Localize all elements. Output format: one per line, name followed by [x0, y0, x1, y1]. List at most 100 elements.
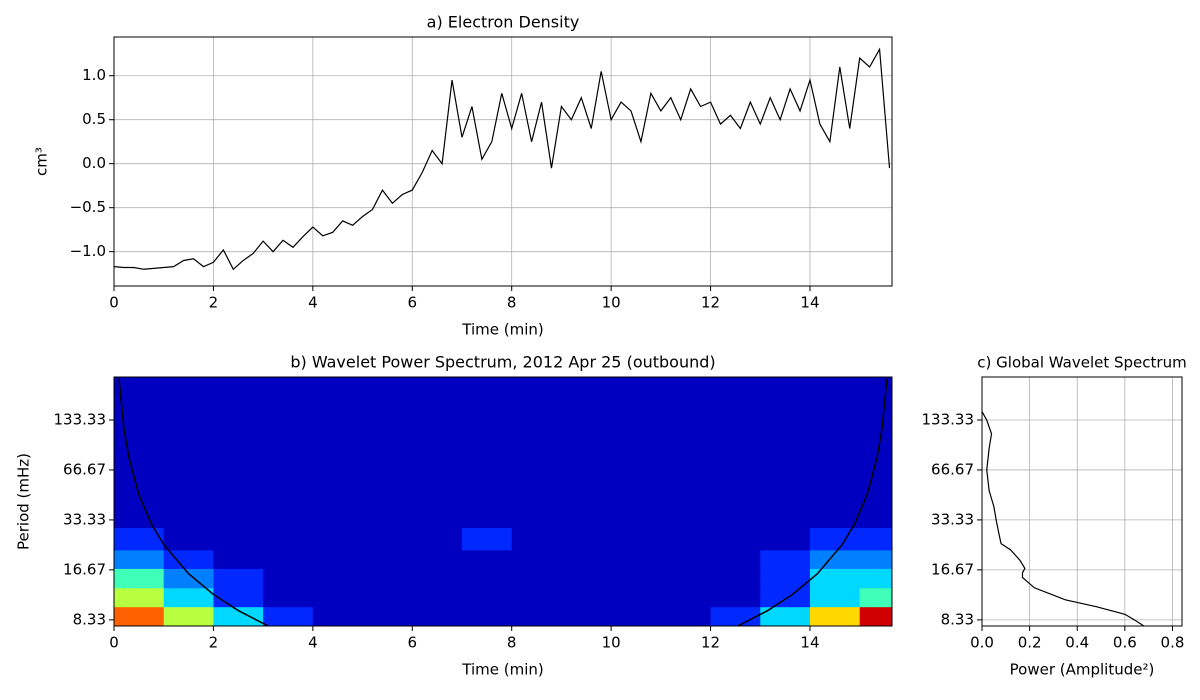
heat-cell	[312, 549, 364, 569]
heat-cell	[660, 587, 712, 608]
heat-cell	[362, 527, 413, 551]
heat-cell	[114, 587, 165, 608]
x-tick-label: 10	[602, 634, 621, 652]
heat-cell	[312, 377, 364, 528]
y-tick-label: 8.33	[941, 610, 974, 628]
y-tick-label: 0.0	[82, 154, 106, 172]
heat-cell	[312, 527, 364, 551]
y-tick-label: 16.67	[63, 560, 106, 578]
heat-cell	[660, 606, 712, 626]
x-tick-label: 0.8	[1161, 634, 1185, 652]
x-tick-label: 0.6	[1113, 634, 1137, 652]
heat-cell	[710, 527, 761, 551]
y-tick-label: 0.5	[82, 110, 106, 128]
heat-cell	[213, 568, 264, 589]
heat-cell	[760, 587, 811, 608]
heat-cell	[163, 568, 214, 589]
heat-cell	[312, 568, 364, 589]
heat-cell	[412, 587, 463, 608]
plot-area	[982, 377, 1182, 626]
y-axis-label: Period (mHz)	[15, 453, 33, 550]
heat-cell	[859, 568, 892, 589]
heat-cell	[710, 606, 761, 626]
axes-frame	[113, 36, 893, 287]
heat-cell	[760, 568, 811, 589]
heat-cell	[561, 606, 612, 626]
x-tick-label: 0	[109, 294, 119, 312]
x-tick-label: 12	[701, 294, 720, 312]
x-tick-label: 8	[507, 294, 517, 312]
heat-cell	[611, 587, 662, 608]
heat-cell	[660, 377, 712, 528]
x-tick-label: 14	[800, 294, 819, 312]
x-tick-label: 2	[209, 634, 219, 652]
y-tick-label: −0.5	[70, 198, 106, 216]
heat-cell	[611, 549, 662, 569]
x-tick-label: 0.2	[1018, 634, 1042, 652]
y-tick-label: 16.67	[931, 560, 974, 578]
data-line	[982, 411, 1145, 626]
heat-cell	[263, 377, 314, 528]
heat-cell	[561, 568, 612, 589]
x-tick-label: 12	[701, 634, 720, 652]
heat-cell	[362, 377, 413, 528]
heat-cell	[213, 527, 264, 551]
heat-cell	[511, 549, 562, 569]
heat-cell	[660, 527, 712, 551]
heat-cell	[561, 527, 612, 551]
chart-title: a) Electron Density	[427, 13, 580, 32]
heat-cell	[312, 587, 364, 608]
heat-cell	[710, 568, 761, 589]
heat-cell	[760, 549, 811, 569]
heat-cell	[362, 549, 413, 569]
heat-cell	[561, 587, 612, 608]
heat-cell	[461, 568, 513, 589]
heat-cell	[511, 527, 562, 551]
y-tick-label: 66.67	[63, 460, 106, 478]
heat-cell	[312, 606, 364, 626]
heat-cell	[263, 606, 314, 626]
x-axis-label: Time (min)	[461, 661, 543, 679]
axes-frame	[113, 376, 893, 627]
heat-cell	[114, 568, 165, 589]
heat-cell	[809, 377, 861, 528]
heat-cell	[163, 549, 214, 569]
heat-cell	[561, 549, 612, 569]
heat-cell	[760, 527, 811, 551]
heat-cell	[859, 527, 892, 551]
heat-cell	[859, 606, 892, 626]
heat-cell	[611, 377, 662, 528]
heat-cell	[660, 549, 712, 569]
heat-cell	[809, 549, 861, 569]
heat-cell	[114, 527, 165, 551]
heat-cell	[412, 527, 463, 551]
heat-cell	[511, 377, 562, 528]
heat-cell	[412, 549, 463, 569]
heat-cell	[859, 587, 892, 608]
heat-cell	[859, 377, 892, 528]
axes-frame	[981, 376, 1183, 627]
x-tick-label: 6	[408, 634, 418, 652]
heat-cell	[511, 606, 562, 626]
heat-cell	[511, 568, 562, 589]
x-tick-label: 4	[308, 634, 318, 652]
heat-cell	[611, 606, 662, 626]
x-tick-label: 10	[602, 294, 621, 312]
heat-cell	[114, 606, 165, 626]
heat-cell	[461, 549, 513, 569]
heat-cell	[263, 527, 314, 551]
heat-cell	[511, 587, 562, 608]
heat-cell	[412, 568, 463, 589]
cone-of-influence	[118, 378, 888, 626]
y-tick-label: 133.33	[922, 410, 975, 428]
heat-cell	[710, 587, 761, 608]
heat-cell	[114, 549, 165, 569]
x-tick-label: 8	[507, 634, 517, 652]
x-tick-label: 0.0	[970, 634, 994, 652]
heat-cell	[461, 606, 513, 626]
x-tick-label: 0.4	[1065, 634, 1089, 652]
heat-cell	[461, 377, 513, 528]
y-axis-label: cm³	[33, 147, 51, 176]
heat-cell	[809, 587, 861, 608]
heat-cell	[213, 587, 264, 608]
